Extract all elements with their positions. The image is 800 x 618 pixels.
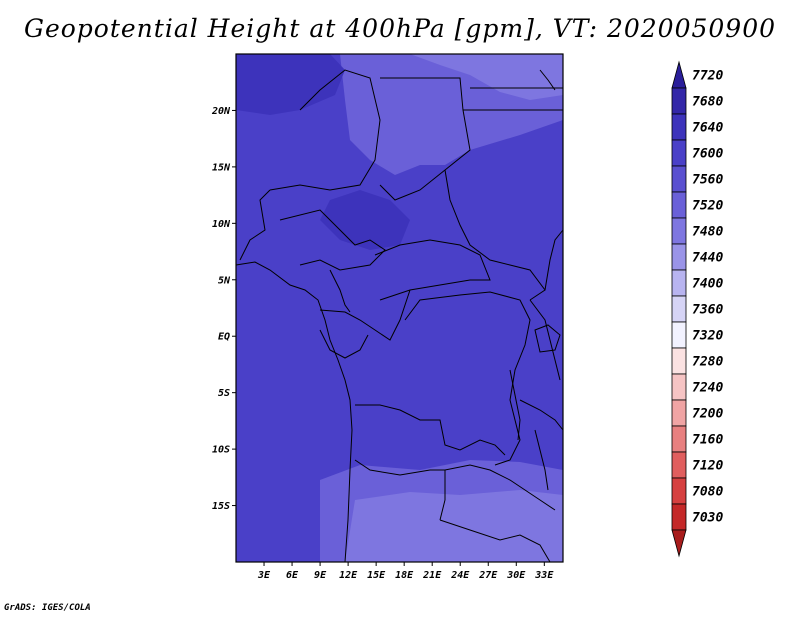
border-zim	[439, 519, 551, 563]
shade-northwest-high	[236, 54, 345, 115]
lat-tick-label: 20N	[211, 106, 231, 117]
border-sahel	[239, 189, 271, 261]
map-frame	[235, 53, 564, 563]
lon-tick-label: 27E	[478, 570, 498, 581]
colorbar-label: 7240	[692, 381, 723, 396]
colorbar-swatch	[671, 399, 687, 427]
colorbar-swatch	[671, 243, 687, 271]
lat-tick-label: 15S	[212, 501, 230, 512]
colorbar-label: 7640	[692, 121, 723, 136]
lat-tick-label: 10S	[212, 445, 230, 456]
border-north-2	[379, 77, 471, 201]
border-zambia	[444, 464, 556, 511]
coastline-west	[235, 261, 353, 563]
lon-tick-label: 30E	[506, 570, 526, 581]
colorbar-label: 7600	[692, 147, 723, 162]
colorbar-label: 7080	[692, 485, 723, 500]
border-east-2	[519, 399, 564, 431]
colorbar-label: 7360	[692, 303, 723, 318]
colorbar-label: 7400	[692, 277, 723, 292]
colorbar-swatch	[671, 347, 687, 375]
border-nigeria	[279, 209, 386, 271]
border-sudan	[444, 169, 546, 301]
colorbar-label: 7160	[692, 433, 723, 448]
longitude-axis: 3E 6E 9E 12E 15E 18E 21E 24E 27E 30E 33E	[257, 562, 554, 581]
lake-victoria	[534, 324, 561, 353]
border-north-1	[269, 69, 381, 191]
border-congo-1	[319, 289, 411, 341]
colorbar-swatch	[671, 139, 687, 167]
colorbar-label: 7280	[692, 355, 723, 370]
latitude-axis: 20N 15N 10N 5N EQ 5S 10S 15S	[211, 106, 236, 512]
colorbar-swatch	[671, 60, 687, 89]
page-title: Geopotential Height at 400hPa [gpm], VT:…	[23, 14, 777, 43]
lon-tick-label: 12E	[339, 570, 358, 581]
colorbar-label: 7720	[692, 69, 723, 84]
shade-south-lower	[345, 490, 563, 562]
colorbar: 7720 7680 7640 7600 7560 7520 7480 7440 7400 7360…	[671, 60, 723, 558]
colorbar-label: 7560	[692, 173, 723, 188]
lon-tick-label: 33E	[534, 570, 554, 581]
colorbar-swatch	[671, 113, 687, 141]
shade-center-high	[320, 190, 410, 250]
colorbar-swatch	[671, 217, 687, 245]
colorbar-swatch	[671, 477, 687, 505]
lon-tick-label: 18E	[395, 570, 414, 581]
lake-tanganyika	[509, 369, 521, 441]
colorbar-swatch	[671, 295, 687, 323]
colorbar-label: 7200	[692, 407, 723, 422]
borders	[235, 69, 564, 563]
lat-tick-label: 5N	[218, 275, 231, 286]
colorbar-label: 7320	[692, 329, 723, 344]
lon-tick-label: 15E	[367, 570, 386, 581]
colorbar-swatch	[671, 451, 687, 479]
border-gabon	[319, 329, 369, 359]
colorbar-swatch	[671, 373, 687, 401]
footer-credit: GrADS: IGES/COLA	[4, 603, 91, 613]
colorbar-label: 7480	[692, 225, 723, 240]
lat-tick-label: EQ	[218, 332, 230, 343]
colorbar-label: 7680	[692, 95, 723, 110]
colorbar-label: 7120	[692, 459, 723, 474]
border-drc-south	[355, 404, 506, 456]
lon-tick-label: 9E	[314, 570, 327, 581]
colorbar-swatch	[671, 321, 687, 349]
lat-tick-label: 5S	[218, 388, 230, 399]
lake-malawi	[534, 429, 549, 491]
map-panel	[236, 54, 563, 562]
colorbar-swatch	[671, 503, 687, 531]
colorbar-label: 7440	[692, 251, 723, 266]
colorbar-label: 7520	[692, 199, 723, 214]
redsea-coast	[539, 69, 556, 91]
border-cameroon	[329, 269, 351, 313]
border-congo-2	[404, 291, 531, 466]
lon-tick-label: 3E	[257, 570, 271, 581]
lon-tick-label: 6E	[286, 570, 299, 581]
lat-tick-label: 15N	[212, 162, 231, 173]
lat-tick-label: 10N	[212, 219, 231, 230]
border-ethiopia	[544, 229, 564, 291]
border-east-1	[529, 299, 561, 381]
colorbar-label: 7030	[692, 511, 723, 526]
colorbar-swatch	[671, 529, 687, 558]
lon-tick-label: 21E	[422, 570, 442, 581]
lon-tick-label: 24E	[450, 570, 470, 581]
border-angola	[354, 459, 446, 521]
colorbar-swatch	[671, 165, 687, 193]
colorbar-swatch	[671, 425, 687, 453]
colorbar-swatch	[671, 87, 687, 115]
colorbar-swatch	[671, 269, 687, 297]
colorbar-swatch	[671, 191, 687, 219]
border-car	[374, 239, 491, 301]
